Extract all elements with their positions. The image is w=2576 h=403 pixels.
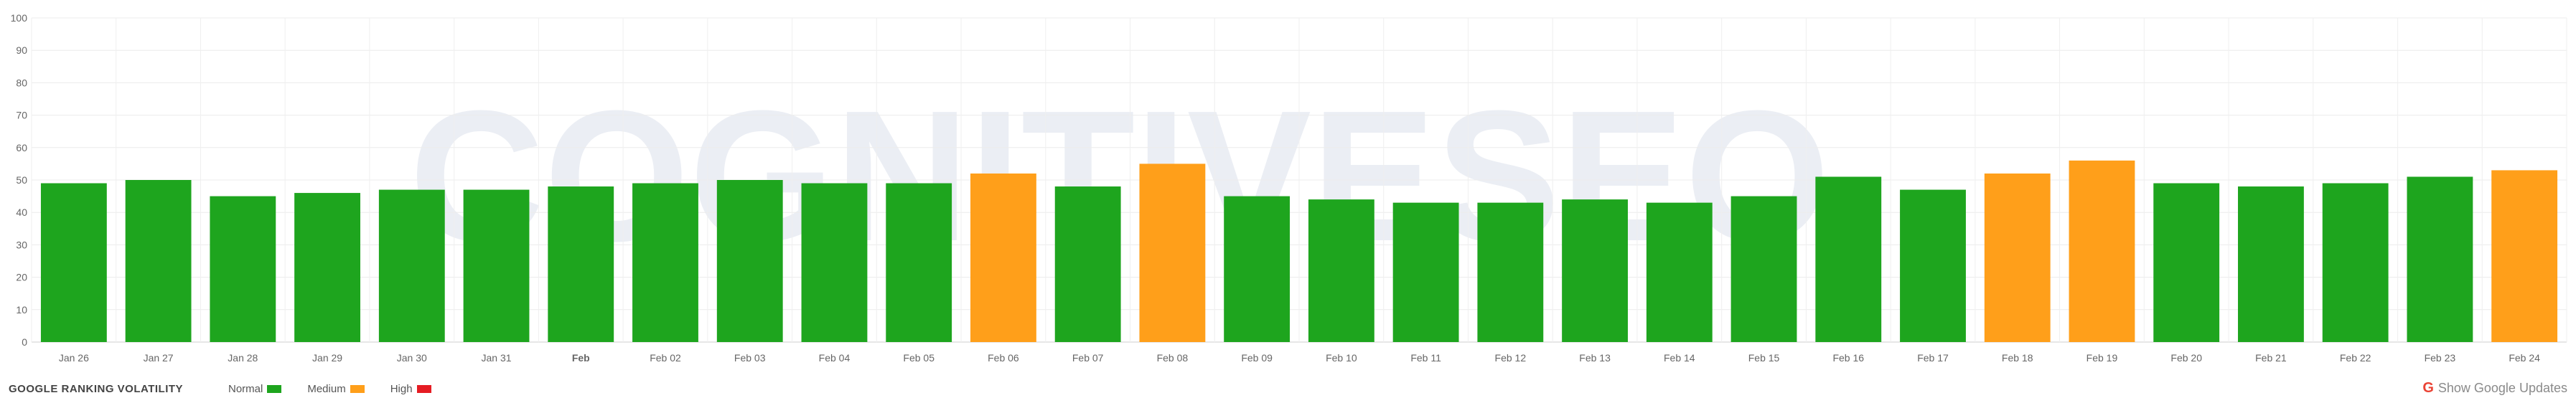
bar-feb-20 bbox=[2153, 183, 2220, 342]
x-tick-label: Feb 08 bbox=[1157, 352, 1189, 364]
x-tick-label: Feb 21 bbox=[2255, 352, 2287, 364]
y-tick-label: 20 bbox=[16, 272, 27, 283]
bar-feb-15 bbox=[1730, 196, 1797, 342]
x-tick-label: Feb 07 bbox=[1072, 352, 1104, 364]
x-tick-label: Jan 31 bbox=[482, 352, 512, 364]
x-tick-label: Feb 11 bbox=[1410, 352, 1441, 364]
bar-feb-16 bbox=[1815, 176, 1882, 342]
y-tick-label: 30 bbox=[16, 239, 27, 250]
bar-jan-30 bbox=[378, 189, 445, 342]
bar-jan-29 bbox=[294, 193, 360, 342]
x-tick-label: Feb 22 bbox=[2340, 352, 2371, 364]
x-tick-label: Feb 05 bbox=[903, 352, 935, 364]
bar-feb-09 bbox=[1224, 196, 1291, 342]
bar-feb-18 bbox=[1984, 173, 2051, 342]
x-tick-label: Feb 23 bbox=[2425, 352, 2456, 364]
legend-swatch-normal bbox=[267, 385, 282, 393]
legend-item-high[interactable]: High bbox=[390, 383, 431, 395]
bar-feb-05 bbox=[886, 183, 952, 342]
x-tick-label: Feb 12 bbox=[1495, 352, 1527, 364]
x-tick-label: Feb 24 bbox=[2509, 352, 2540, 364]
bar-feb-02 bbox=[632, 183, 698, 342]
bar-feb-21 bbox=[2238, 186, 2304, 342]
y-tick-label: 100 bbox=[11, 12, 28, 24]
x-tick-label: Feb 06 bbox=[988, 352, 1019, 364]
bar-feb-13 bbox=[1562, 199, 1628, 342]
y-tick-label: 50 bbox=[16, 174, 27, 186]
bar-jan-31 bbox=[463, 189, 530, 342]
x-tick-label: Feb 04 bbox=[819, 352, 851, 364]
x-tick-label: Jan 29 bbox=[312, 352, 342, 364]
x-tick-label: Jan 26 bbox=[59, 352, 89, 364]
bar-feb-03 bbox=[716, 180, 783, 342]
y-tick-label: 10 bbox=[16, 304, 27, 316]
x-tick-label: Jan 27 bbox=[144, 352, 174, 364]
show-google-updates-label: Show Google Updates bbox=[2437, 381, 2567, 395]
y-tick-label: 40 bbox=[16, 207, 27, 218]
legend-swatch-medium bbox=[350, 385, 365, 393]
google-g-icon: G bbox=[2422, 380, 2434, 396]
x-tick-label: Feb bbox=[572, 352, 590, 364]
bar-feb-10 bbox=[1308, 199, 1374, 342]
y-tick-label: 60 bbox=[16, 142, 27, 153]
bar-feb-22 bbox=[2322, 183, 2389, 342]
bar-feb-19 bbox=[2069, 160, 2135, 342]
chart-legend: Normal Medium High bbox=[228, 383, 431, 395]
y-tick-label: 70 bbox=[16, 110, 27, 121]
legend-item-normal[interactable]: Normal bbox=[228, 383, 282, 395]
bar-feb-06 bbox=[970, 173, 1036, 342]
chart-title: GOOGLE RANKING VOLATILITY bbox=[9, 383, 184, 395]
bar-feb-23 bbox=[2407, 176, 2473, 342]
bar-feb bbox=[548, 186, 614, 342]
x-tick-label: Feb 17 bbox=[1917, 352, 1949, 364]
bar-feb-11 bbox=[1392, 202, 1459, 342]
bar-feb-08 bbox=[1139, 163, 1206, 342]
x-tick-label: Feb 15 bbox=[1748, 352, 1780, 364]
x-tick-label: Feb 09 bbox=[1241, 352, 1273, 364]
y-tick-label: 80 bbox=[16, 77, 27, 88]
bar-feb-14 bbox=[1646, 202, 1713, 342]
legend-label-high: High bbox=[390, 383, 413, 395]
x-tick-label: Feb 14 bbox=[1664, 352, 1695, 364]
legend-swatch-high bbox=[416, 385, 431, 393]
x-tick-label: Feb 02 bbox=[650, 352, 681, 364]
bar-jan-27 bbox=[125, 180, 192, 342]
y-tick-label: 90 bbox=[16, 44, 27, 56]
bar-feb-12 bbox=[1477, 202, 1544, 342]
bar-feb-24 bbox=[2491, 170, 2558, 342]
show-google-updates-button[interactable]: G Show Google Updates bbox=[2422, 380, 2567, 397]
x-tick-label: Feb 03 bbox=[734, 352, 766, 364]
chart-footer: GOOGLE RANKING VOLATILITY Normal Medium … bbox=[0, 377, 2576, 403]
x-tick-label: Feb 16 bbox=[1832, 352, 1864, 364]
x-tick-label: Jan 28 bbox=[228, 352, 258, 364]
bar-jan-28 bbox=[210, 196, 276, 342]
legend-label-normal: Normal bbox=[228, 383, 263, 395]
x-tick-label: Feb 10 bbox=[1326, 352, 1357, 364]
bar-feb-07 bbox=[1054, 186, 1121, 342]
x-tick-label: Feb 18 bbox=[2002, 352, 2033, 364]
x-tick-label: Feb 20 bbox=[2170, 352, 2202, 364]
x-tick-label: Feb 19 bbox=[2086, 352, 2118, 364]
y-tick-label: 0 bbox=[22, 336, 27, 348]
bar-feb-04 bbox=[801, 183, 868, 342]
legend-item-medium[interactable]: Medium bbox=[307, 383, 365, 395]
legend-label-medium: Medium bbox=[307, 383, 346, 395]
bar-jan-26 bbox=[40, 183, 107, 342]
x-tick-label: Feb 13 bbox=[1579, 352, 1611, 364]
x-tick-label: Jan 30 bbox=[397, 352, 427, 364]
bar-feb-17 bbox=[1900, 189, 1966, 342]
